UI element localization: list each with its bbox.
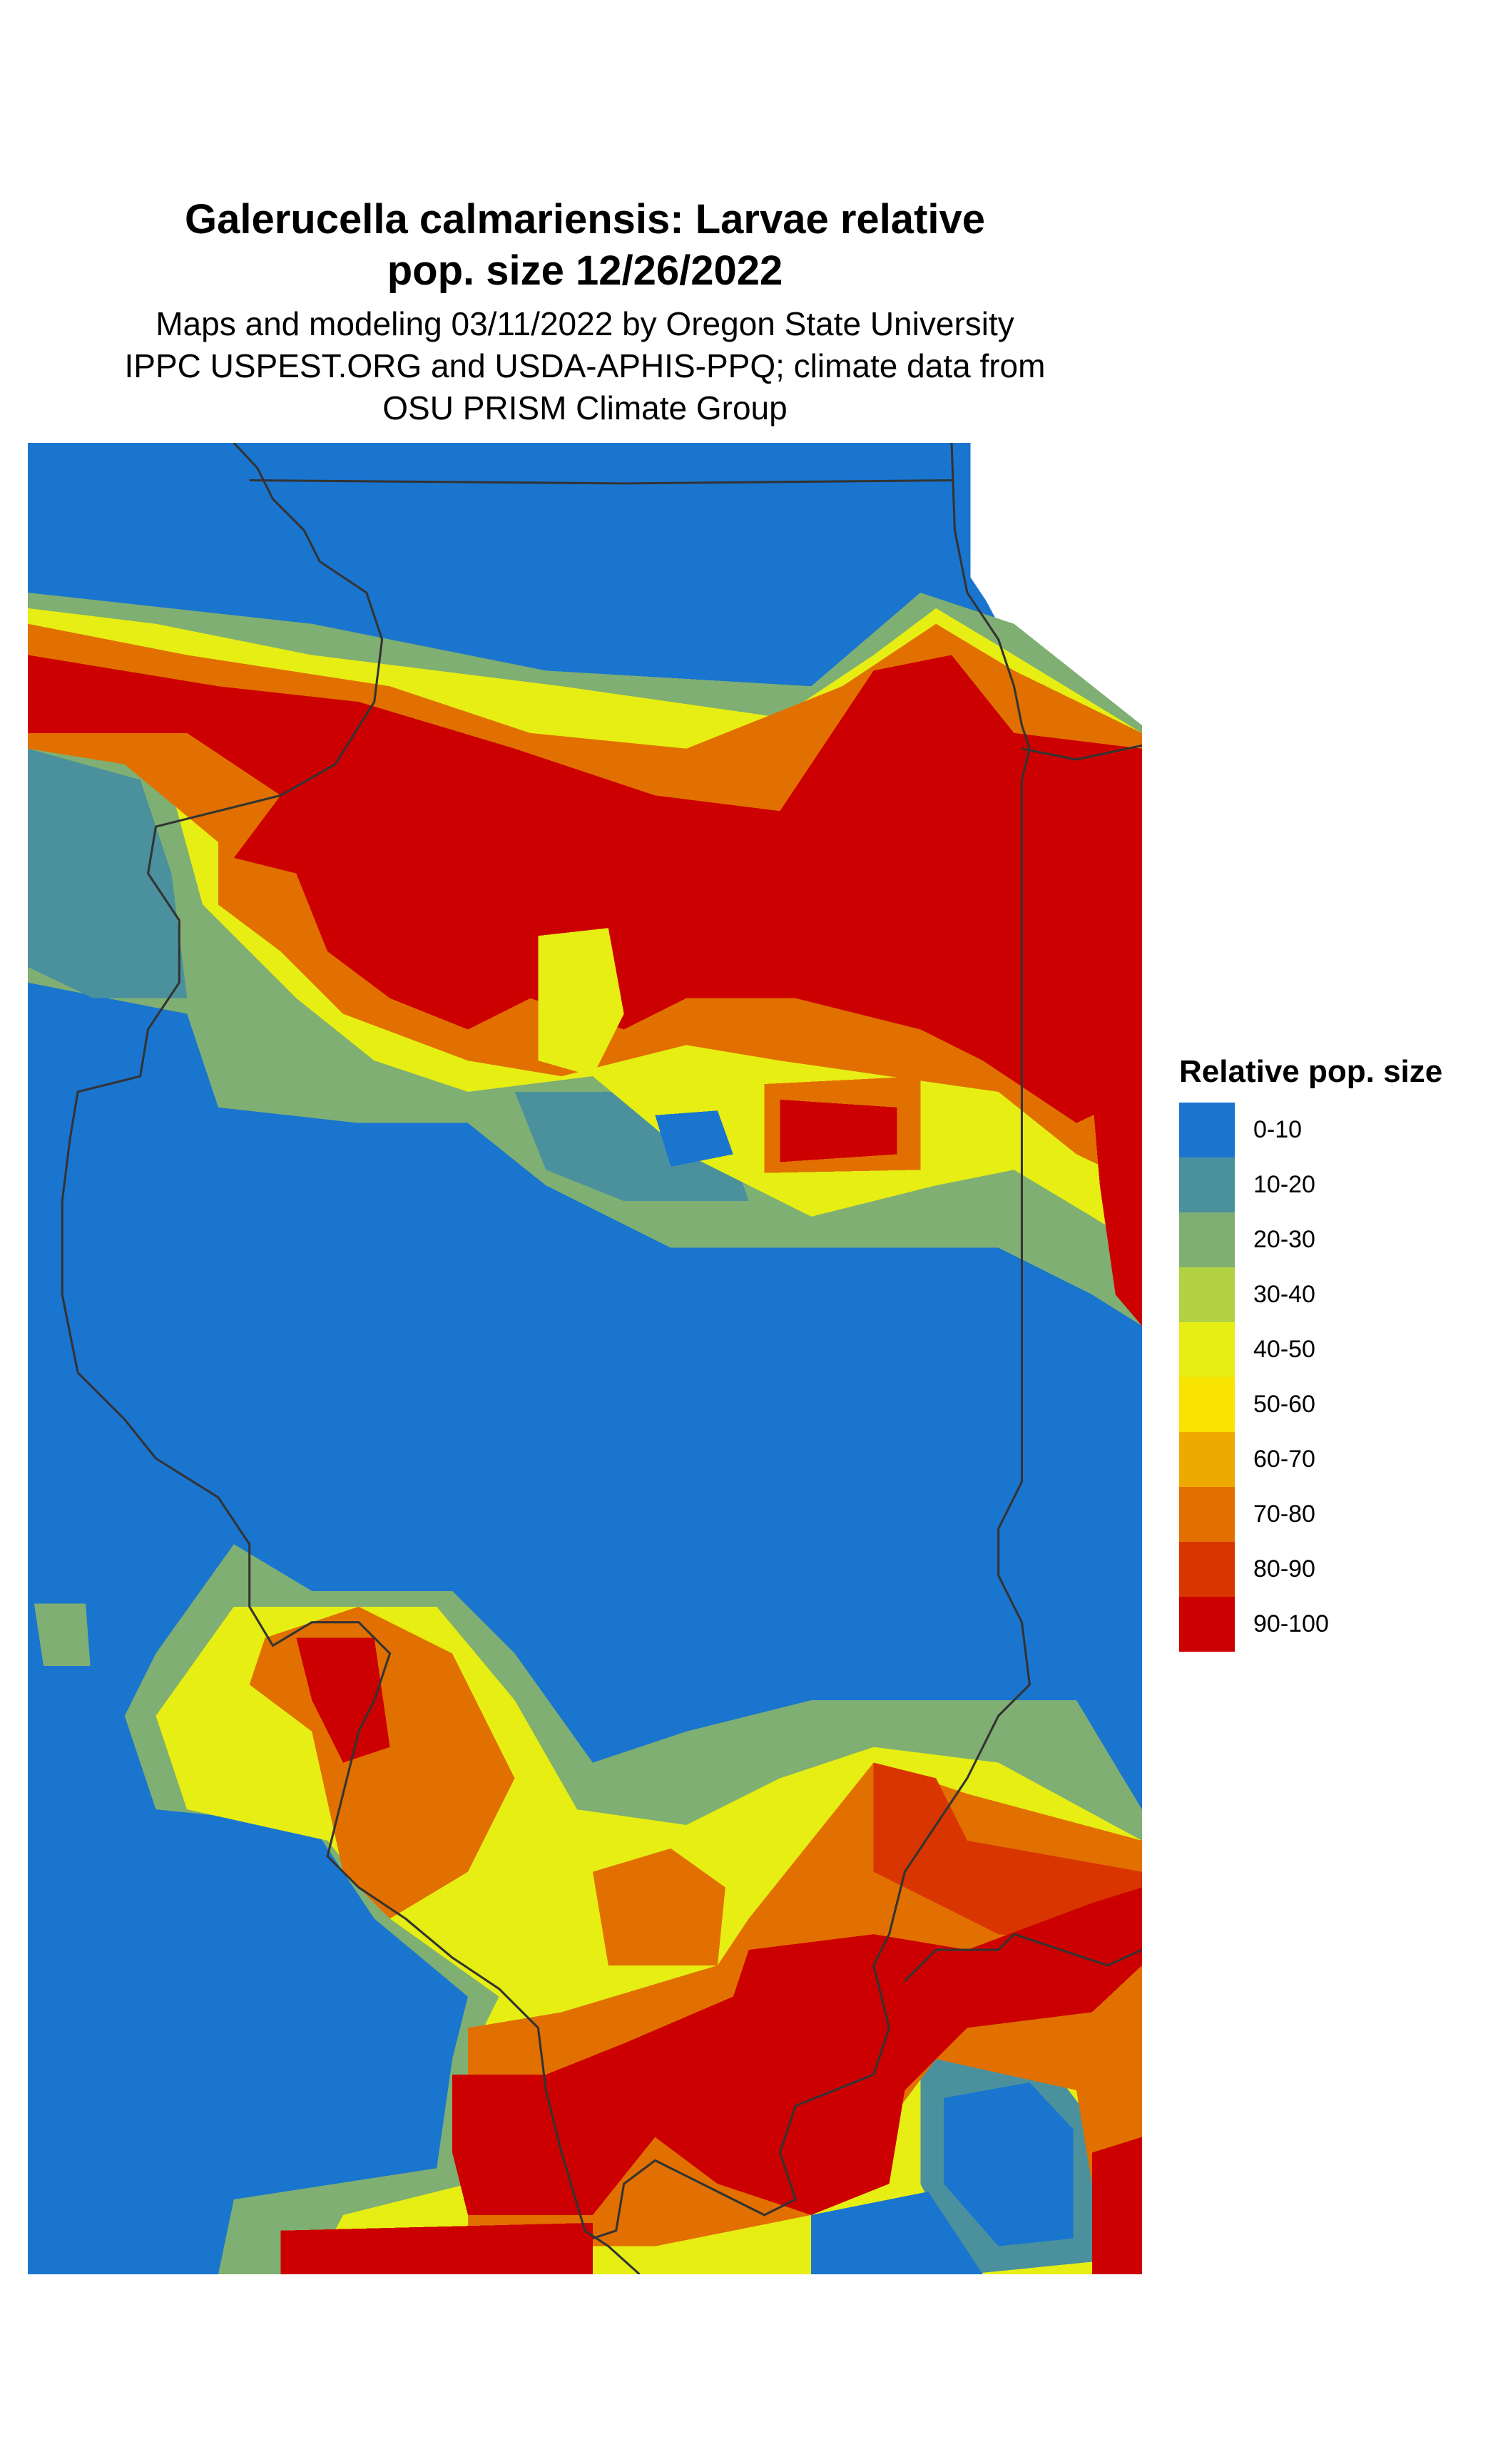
legend-label: 60-70 — [1253, 1446, 1315, 1473]
legend-label: 0-10 — [1253, 1116, 1303, 1143]
legend-item: 10-20 — [1179, 1157, 1442, 1212]
map-title-line-2: pop. size 12/26/2022 — [387, 247, 783, 294]
legend-label: 70-80 — [1253, 1501, 1315, 1528]
east-region-90-100 — [1091, 1091, 1142, 1326]
mid-blob-40-50 — [538, 928, 624, 1077]
legend-label: 50-60 — [1253, 1391, 1315, 1418]
south-region-80-90 — [873, 1762, 1142, 1951]
boundary-east — [592, 443, 1031, 2240]
west-region-10-20 — [28, 748, 188, 998]
southwest-blue — [28, 1825, 453, 2274]
south-region-90-100-c — [280, 2222, 593, 2274]
west-blob-20-30 — [34, 1603, 91, 1666]
legend-swatch — [1179, 1212, 1235, 1267]
mid-blob-90-100 — [780, 1099, 897, 1162]
mid-region-10-20 — [514, 1091, 749, 1202]
legend: Relative pop. size 0-10 10-20 20-30 30-40 40… — [1179, 1054, 1442, 1652]
legend-label: 10-20 — [1253, 1171, 1315, 1198]
boundary-northeast — [1021, 744, 1142, 761]
legend-swatch — [1179, 1432, 1235, 1487]
legend-label: 30-40 — [1253, 1281, 1315, 1308]
legend-item: 90-100 — [1179, 1597, 1442, 1652]
subtitle-line-2: IPPC USPEST.ORG and USDA-APHIS-PPQ; clim… — [124, 347, 1046, 384]
legend-item: 80-90 — [1179, 1542, 1442, 1597]
legend-label: 40-50 — [1253, 1336, 1315, 1363]
legend-swatch — [1179, 1487, 1235, 1542]
south-blue-bottom — [811, 2192, 983, 2274]
population-map — [28, 443, 1142, 2274]
boundary-west — [61, 443, 641, 2274]
boundary-north — [249, 479, 952, 485]
legend-label: 20-30 — [1253, 1226, 1315, 1253]
legend-label: 90-100 — [1253, 1610, 1329, 1637]
legend-swatch — [1179, 1322, 1235, 1377]
legend-item: 60-70 — [1179, 1432, 1442, 1487]
map-title-line-1: Galerucella calmariensis: Larvae relativ… — [184, 196, 986, 242]
legend-swatch — [1179, 1103, 1235, 1157]
legend-swatch — [1179, 1597, 1235, 1652]
south-region-90-100-b — [452, 1887, 1142, 2215]
legend-item: 50-60 — [1179, 1377, 1442, 1432]
legend-item: 30-40 — [1179, 1267, 1442, 1322]
legend-swatch — [1179, 1267, 1235, 1322]
south-region-90-100-d — [1091, 2137, 1142, 2274]
legend-title: Relative pop. size — [1179, 1054, 1443, 1089]
legend-swatch — [1179, 1542, 1235, 1597]
blue-hole — [655, 1110, 733, 1167]
subtitle-line-3: OSU PRISM Climate Group — [382, 389, 788, 426]
legend-item: 70-80 — [1179, 1487, 1442, 1542]
legend-item: 20-30 — [1179, 1212, 1442, 1267]
legend-swatch — [1179, 1377, 1235, 1432]
mid-south-blob-70-80 — [592, 1848, 725, 1965]
subtitle-line-1: Maps and modeling 03/11/2022 by Oregon S… — [156, 305, 1014, 342]
legend-swatch — [1179, 1157, 1235, 1212]
south-blue-pocket — [944, 2082, 1074, 2246]
south-region-90-100-a — [296, 1637, 390, 1763]
legend-item: 0-10 — [1179, 1103, 1442, 1157]
legend-item: 40-50 — [1179, 1322, 1442, 1377]
boundary-southeast — [904, 1933, 1142, 1982]
legend-label: 80-90 — [1253, 1555, 1315, 1583]
north-region-90-100 — [28, 655, 1142, 1123]
